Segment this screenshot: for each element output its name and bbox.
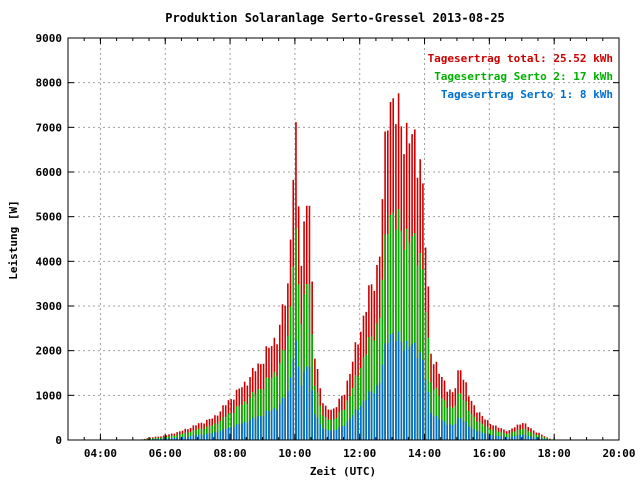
grid-layer: [68, 38, 619, 440]
y-tick-label: 0: [55, 434, 62, 447]
legend: Tagesertrag total: 25.52 kWh Tagesertrag…: [428, 52, 613, 101]
y-tick-label: 5000: [36, 211, 63, 224]
y-tick-label: 2000: [36, 345, 63, 358]
y-tick-label: 9000: [36, 32, 63, 45]
x-tick-label: 06:00: [149, 447, 182, 460]
y-tick-label: 1000: [36, 389, 63, 402]
legend-entry-total: Tagesertrag total: 25.52 kWh: [428, 52, 613, 65]
x-tick-label: 08:00: [213, 447, 246, 460]
legend-entry-serto2: Tagesertrag Serto 2: 17 kWh: [434, 70, 613, 83]
y-tick-label: 4000: [36, 255, 63, 268]
x-tick-label: 12:00: [343, 447, 376, 460]
x-tick-label: 20:00: [602, 447, 635, 460]
y-tick-label: 8000: [36, 77, 63, 90]
y-tick-label: 6000: [36, 166, 63, 179]
bars-layer: [141, 93, 554, 440]
x-tick-label: 14:00: [408, 447, 441, 460]
x-axis-label: Zeit (UTC): [310, 465, 376, 478]
legend-entry-serto1: Tagesertrag Serto 1: 8 kWh: [441, 88, 613, 101]
ticks-layer: 0 1000 2000 3000 4000 5000 6000 7000 8000 9000 04:…: [36, 32, 636, 460]
x-tick-label: 18:00: [538, 447, 571, 460]
y-axis-label: Leistung [W]: [7, 200, 20, 279]
chart-title: Produktion Solaranlage Serto-Gressel 201…: [165, 11, 505, 25]
x-tick-label: 16:00: [473, 447, 506, 460]
y-tick-label: 3000: [36, 300, 63, 313]
x-tick-label: 10:00: [278, 447, 311, 460]
x-tick-label: 04:00: [84, 447, 117, 460]
y-tick-label: 7000: [36, 121, 63, 134]
